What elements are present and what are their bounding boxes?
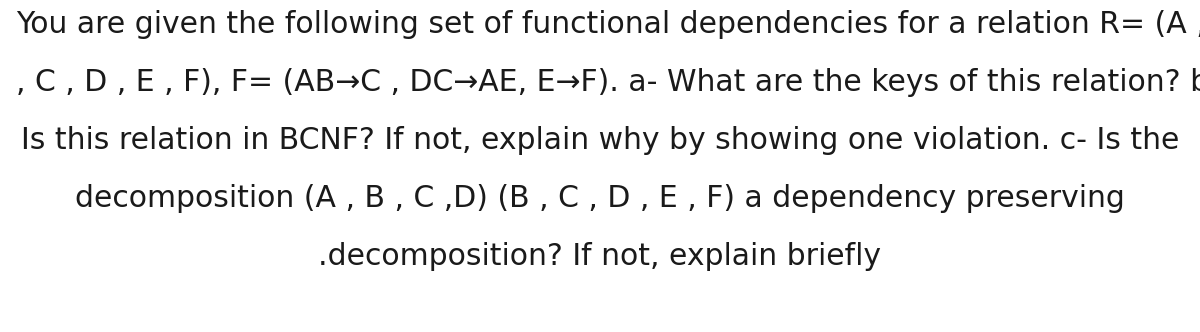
Text: decomposition (A , B , C ,D) (B , C , D , E , F) a dependency preserving: decomposition (A , B , C ,D) (B , C , D … (76, 184, 1124, 213)
Text: .decomposition? If not, explain briefly: .decomposition? If not, explain briefly (318, 242, 882, 271)
Text: You are given the following set of functional dependencies for a relation R= (A : You are given the following set of funct… (16, 10, 1200, 39)
Text: , C , D , E , F), F= (AB→C , DC→AE, E→F). a- What are the keys of this relation?: , C , D , E , F), F= (AB→C , DC→AE, E→F)… (16, 68, 1200, 97)
Text: Is this relation in BCNF? If not, explain why by showing one violation. c- Is th: Is this relation in BCNF? If not, explai… (20, 126, 1180, 155)
